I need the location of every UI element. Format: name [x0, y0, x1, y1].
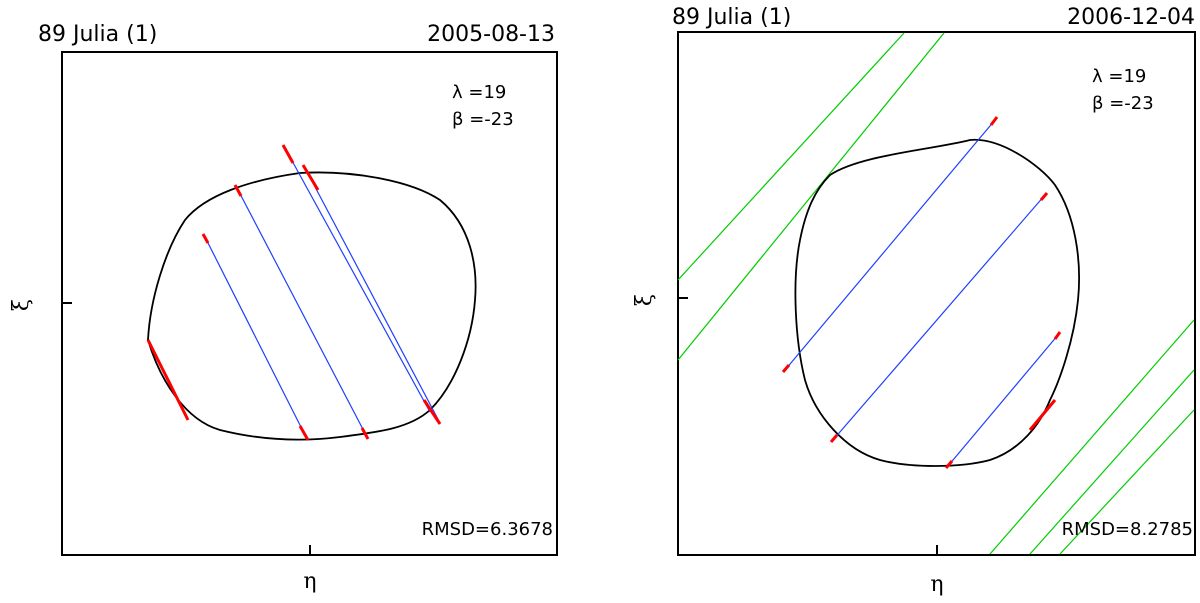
x-axis-label: η	[303, 569, 316, 594]
chord-end	[146, 339, 190, 421]
chord-end	[1039, 192, 1049, 201]
chord-end	[989, 116, 999, 126]
beta: β =-23	[1092, 93, 1154, 114]
date: 2006-12-04	[1067, 5, 1195, 30]
chord-end	[781, 364, 791, 373]
chord	[784, 119, 996, 371]
chord	[304, 167, 441, 424]
miss-chord	[989, 319, 1195, 555]
date: 2005-08-13	[427, 22, 555, 47]
title: 89 Julia (1)	[38, 22, 157, 47]
y-axis-label: ξ	[632, 294, 657, 306]
chord-end	[1053, 331, 1062, 340]
miss-chord	[677, 32, 945, 361]
beta: β =-23	[452, 109, 514, 130]
miss-chord	[1029, 369, 1195, 555]
chord-end	[301, 164, 320, 191]
chord-end	[829, 434, 839, 443]
chord	[832, 194, 1046, 441]
chord	[204, 236, 306, 436]
chord	[947, 334, 1059, 467]
y-axis-label: ξ	[9, 299, 34, 311]
rmsd: RMSD=6.3678	[422, 519, 553, 540]
lambda: λ =19	[1092, 66, 1146, 87]
title: 89 Julia (1)	[672, 5, 791, 30]
chord-end	[944, 460, 954, 469]
chord-end	[201, 233, 210, 244]
miss-chord	[677, 32, 905, 281]
shape-contour	[147, 171, 477, 441]
chord-end	[1028, 399, 1057, 431]
chord-end	[422, 399, 442, 425]
panel: 89 Julia (1) 2006-12-04 λ =19 β =-23 RMS…	[632, 5, 1196, 597]
chord-end	[298, 425, 310, 441]
chord	[236, 187, 368, 438]
chord-end	[281, 144, 295, 164]
rmsd: RMSD=8.2785	[1062, 519, 1193, 540]
chord	[284, 147, 431, 413]
chord-end	[360, 427, 370, 440]
miss-chord	[1059, 409, 1195, 555]
chord-end	[233, 184, 243, 197]
lambda: λ =19	[452, 82, 506, 103]
panel: 89 Julia (1) 2005-08-13 λ =19 β =-23 RMS…	[9, 22, 558, 594]
x-axis-label: η	[930, 572, 943, 597]
